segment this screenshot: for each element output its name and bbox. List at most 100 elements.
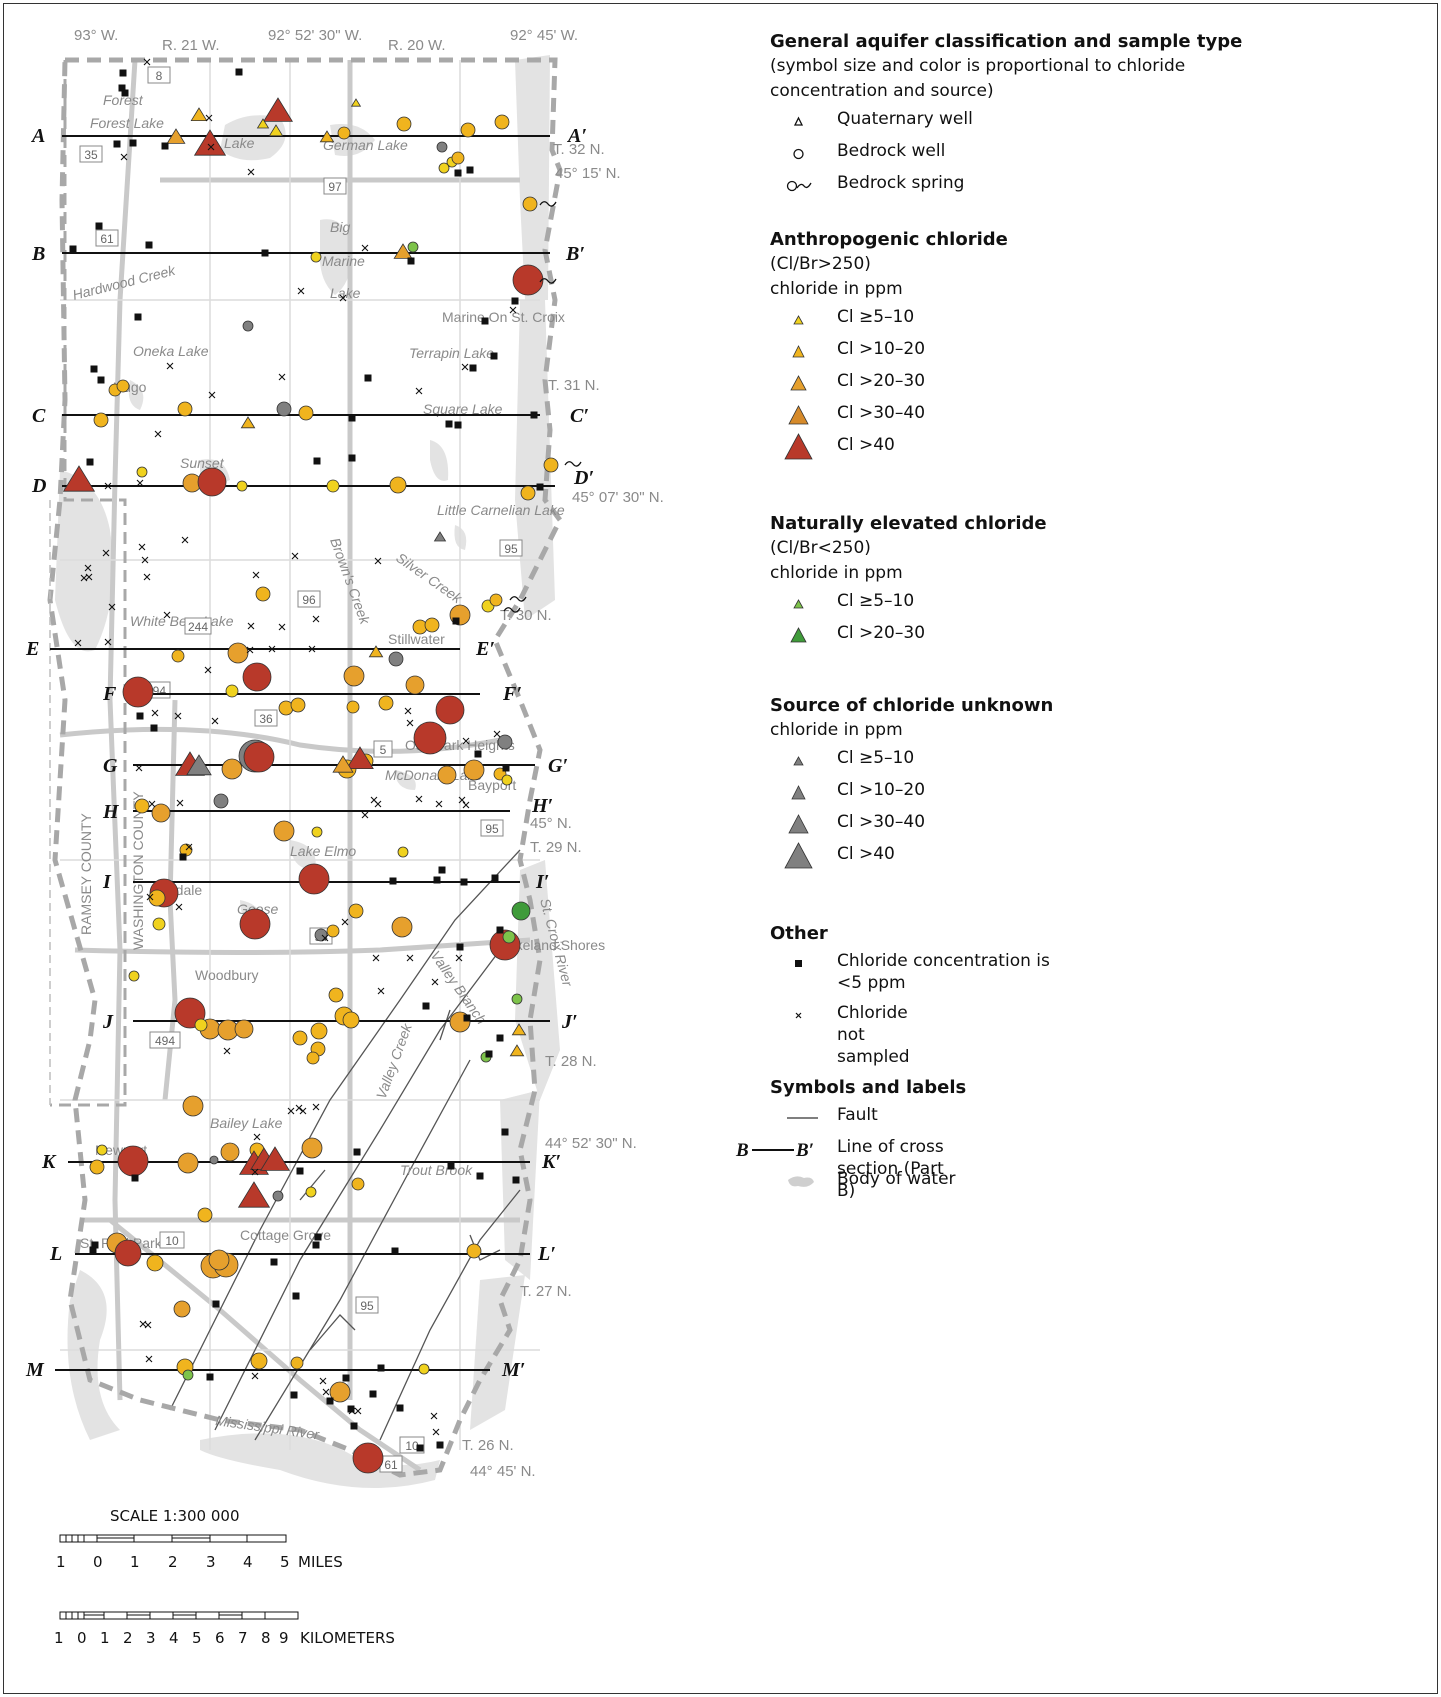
low-chloride-marker [145, 241, 153, 249]
legend-symbols: Symbols and labels Fault B B′ Line of cr… [735, 1076, 966, 1201]
legend-anthropogenic-unit: chloride in ppm [770, 279, 903, 299]
low-chloride-marker [466, 166, 474, 174]
bedrock-well-marker [418, 1363, 430, 1375]
low-chloride-marker [396, 1404, 404, 1412]
low-chloride-marker [481, 317, 489, 325]
bedrock-well-marker [116, 379, 130, 393]
triangle-yellow-small-icon [793, 315, 804, 325]
place-label: Little Carnelian Lake [437, 502, 565, 518]
place-label: Oneka Lake [133, 343, 209, 359]
not-sampled-marker [321, 934, 329, 942]
scale-bar: SCALE 1:300 000 1 0 1 2 3 4 5 MILES [54, 1507, 395, 1647]
not-sampled-marker [251, 1168, 259, 1176]
scale-tick: 5 [280, 1553, 290, 1571]
road-shield: 61 [379, 1455, 403, 1473]
county-label-washington: WASHINGTON COUNTY [130, 791, 146, 950]
bedrock-well-marker [225, 684, 239, 698]
bedrock-well-marker [314, 928, 328, 942]
bedrock-well-marker [502, 930, 516, 944]
bedrock-well-marker [311, 826, 323, 838]
coord-label: 44° 52' 30" N. [545, 1135, 637, 1152]
place-label: Lake [224, 135, 255, 151]
county-boundary [47, 57, 563, 1478]
quaternary-well-marker [268, 124, 284, 137]
quaternary-well-marker [509, 1044, 525, 1057]
bedrock-well-marker [348, 903, 364, 919]
low-chloride-marker [314, 1233, 322, 1241]
low-chloride-marker [476, 1172, 484, 1180]
low-chloride-marker [86, 458, 94, 466]
not-sampled-marker [361, 244, 369, 252]
low-chloride-marker [136, 712, 144, 720]
scale-unit: KILOMETERS [300, 1629, 395, 1647]
legend-row: Cl >40 [770, 430, 1008, 462]
legend-row: Cl ≥5–10 [770, 586, 1047, 618]
low-chloride-marker [312, 1241, 320, 1249]
not-sampled-marker [174, 712, 182, 720]
place-label: Forest [103, 92, 144, 108]
road-shield: 10 [159, 1231, 185, 1249]
bedrock-well-marker [209, 1155, 219, 1165]
not-sampled-marker [138, 543, 146, 551]
low-chloride-marker [536, 483, 544, 491]
low-chloride-marker [326, 1397, 334, 1405]
quaternary-well-marker [190, 107, 208, 121]
bedrock-well-marker [171, 649, 185, 663]
legend-label: Cl >20–30 [837, 371, 926, 391]
low-chloride-marker [456, 943, 464, 951]
not-sampled-marker [211, 717, 219, 725]
low-chloride-marker [445, 420, 453, 428]
bedrock-well-marker [329, 1381, 351, 1403]
low-chloride-marker [113, 140, 121, 148]
coord-label: T. 32 N. [553, 141, 605, 158]
not-sampled-marker [146, 893, 154, 901]
not-sampled-marker [268, 645, 276, 653]
coord-label: 93° W. [74, 27, 118, 44]
not-sampled-marker [341, 918, 349, 926]
not-sampled-marker [431, 978, 439, 986]
legend-label: Cl ≥5–10 [837, 307, 915, 327]
bedrock-well-marker [177, 401, 193, 417]
bedrock-well-marker [337, 126, 351, 140]
section-end-label: A′ [566, 125, 587, 147]
not-sampled-marker [291, 552, 299, 560]
bedrock-well-marker [494, 114, 510, 130]
bedrock-well-marker [197, 1207, 213, 1223]
not-sampled-marker [120, 153, 128, 161]
coord-label: T. 31 N. [548, 377, 600, 394]
spring-marker [509, 596, 527, 602]
low-chloride-marker [485, 1050, 493, 1058]
not-sampled-marker [246, 646, 254, 654]
bedrock-well-marker [306, 1051, 320, 1065]
low-chloride-marker [454, 169, 462, 177]
quaternary-well-marker [256, 118, 270, 129]
legend-natural-title: Naturally elevated chloride [770, 513, 1047, 534]
legend-label: Cl >30–40 [837, 403, 926, 423]
low-chloride-marker [491, 874, 499, 882]
section-start-label: G [103, 755, 118, 777]
section-start-label: L [49, 1243, 62, 1265]
bedrock-well-marker [89, 1159, 105, 1175]
bedrock-well-marker [310, 1022, 328, 1040]
bedrock-well-marker [182, 1369, 194, 1381]
legend-anthropogenic-title: Anthropogenic chloride [770, 229, 1008, 250]
svg-text:10: 10 [405, 1439, 419, 1453]
not-sampled-marker [322, 1388, 330, 1396]
low-chloride-marker [118, 84, 126, 92]
place-label: Trout Brook [400, 1162, 473, 1178]
low-chloride-marker [119, 69, 127, 77]
legend-row: Chloride concentration is <5 ppm [770, 946, 1050, 998]
section-start-label: I [102, 871, 112, 893]
not-sampled-marker [404, 707, 412, 715]
legend-unknown: Source of chloride unknown chloride in p… [770, 694, 1053, 871]
low-chloride-marker [292, 1292, 300, 1300]
quaternary-well-marker [259, 1146, 291, 1171]
not-sampled-marker [208, 391, 216, 399]
not-sampled-marker [372, 954, 380, 962]
low-chloride-marker [530, 411, 538, 419]
bedrock-well-marker [152, 917, 166, 931]
triangle-gray-icon [791, 785, 806, 800]
not-sampled-marker [287, 1107, 295, 1115]
scale-tick: 1 [54, 1629, 64, 1647]
coord-label: 92° 45' W. [510, 27, 578, 44]
